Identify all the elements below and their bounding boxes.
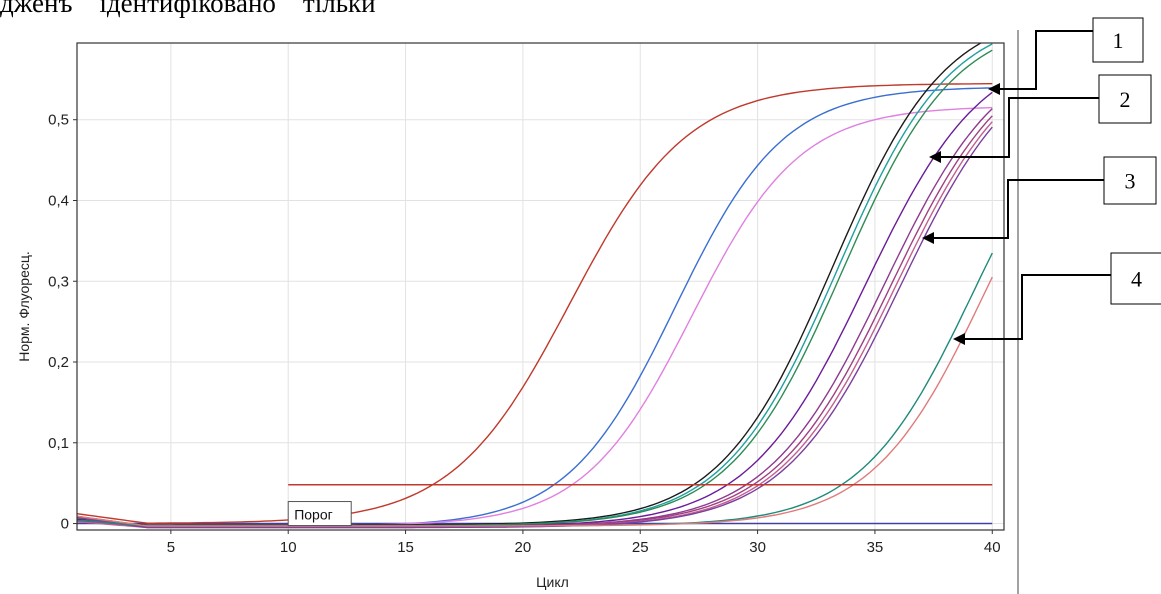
x-tick-label: 40 xyxy=(984,539,1001,556)
series-line xyxy=(77,126,993,529)
callout-label: 2 xyxy=(1120,87,1131,112)
plot-area: 5 10 15 20 25 30 35 40 0 0,1 0,2 0,3 0,4 0,5 Цикл Норм.… xyxy=(16,30,1019,594)
x-tick-label: 25 xyxy=(632,539,649,556)
x-tick-label: 30 xyxy=(749,539,766,556)
y-tick-label: 0,5 xyxy=(48,112,69,129)
x-tick-label: 5 xyxy=(167,539,175,556)
callout-leader xyxy=(939,97,1099,158)
callout-label: 3 xyxy=(1125,169,1136,194)
plot-frame xyxy=(76,42,1005,531)
threshold-label-box xyxy=(287,501,352,527)
series-line xyxy=(77,83,993,524)
callout-leader xyxy=(998,30,1093,90)
callout-box xyxy=(1103,156,1157,205)
series-line xyxy=(77,276,993,527)
x-tick-label: 15 xyxy=(397,539,414,556)
callout-box xyxy=(1092,17,1144,63)
threshold-label: Порог xyxy=(294,507,333,523)
plot-background xyxy=(77,43,1004,530)
callout-label: 1 xyxy=(1113,28,1124,53)
callouts: 1 2 3 4 xyxy=(922,17,1161,345)
document-text: дженъ ідентифіковано тільки xyxy=(0,0,376,18)
callout-arrowhead xyxy=(922,232,934,244)
callout-arrowhead xyxy=(929,151,941,163)
x-tick-label: 10 xyxy=(280,539,297,556)
callout-leader xyxy=(963,274,1111,340)
callout-leader xyxy=(932,179,1104,239)
x-axis-title: Цикл xyxy=(536,574,569,590)
y-tick-label: 0,4 xyxy=(48,192,69,209)
y-tick-label: 0,2 xyxy=(48,354,69,371)
callout-box xyxy=(1098,74,1152,124)
callout-arrowhead xyxy=(953,333,965,345)
x-tick-label: 35 xyxy=(867,539,884,556)
y-tick-label: 0,1 xyxy=(48,435,69,452)
callout-label: 4 xyxy=(1131,267,1142,292)
y-tick-label: 0,3 xyxy=(48,273,69,290)
y-tick-label: 0 xyxy=(61,516,69,533)
series-line xyxy=(77,43,983,526)
callout-arrowhead xyxy=(988,83,1000,95)
callout-box xyxy=(1110,252,1161,305)
series-group xyxy=(77,43,993,529)
y-axis-title: Норм. Флуоресц. xyxy=(16,251,32,362)
x-tick-label: 20 xyxy=(515,539,532,556)
